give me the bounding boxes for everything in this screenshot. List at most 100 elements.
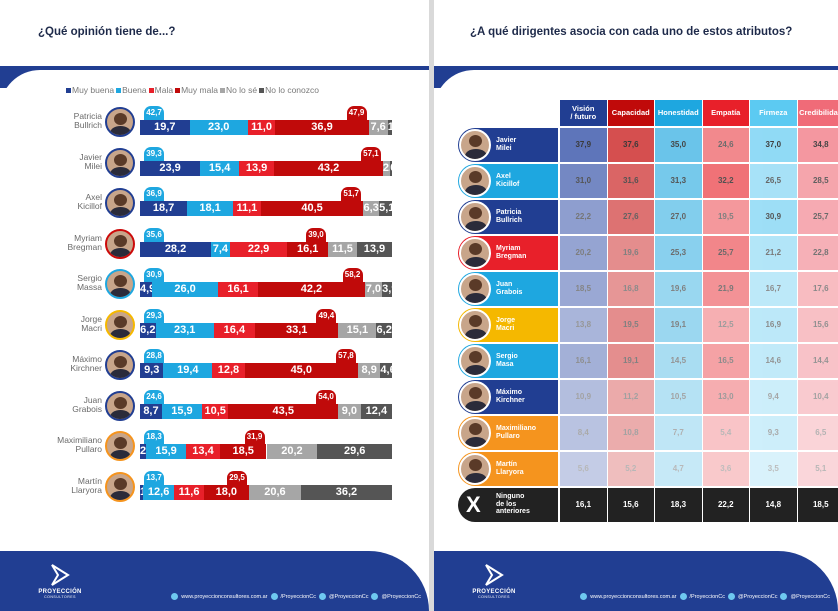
table-cell: 8,4: [560, 416, 607, 450]
table-cell: 10,5: [655, 380, 702, 414]
brand-logo: PROYECCIÓN CONSULTORES: [30, 563, 90, 599]
instagram-link[interactable]: @ProyeccionCc: [381, 593, 421, 600]
facebook-icon: [270, 593, 278, 600]
column-header: Credibilidad: [797, 100, 838, 126]
table-cell: 27,0: [655, 200, 702, 234]
bar-segment: 40,5: [260, 201, 364, 216]
table-cell: 4,7: [655, 452, 702, 486]
column-header: Capacidad: [607, 100, 654, 126]
bar-segment: 16,1: [217, 282, 259, 297]
table-cell: 10,8: [607, 416, 654, 450]
table-cell: 25,7: [797, 200, 838, 234]
bar-segment: 12,6: [142, 484, 175, 500]
negative-total-bubble: 54,0: [316, 389, 337, 404]
legend-label: Mala: [154, 85, 174, 95]
website-link[interactable]: www.proyeccionconsultores.com.ar: [181, 593, 268, 600]
legend-label: Buena: [122, 85, 147, 95]
table-cell: 16,1: [560, 344, 607, 378]
table-cell: 14,4: [797, 344, 838, 378]
bar-segment: 23,9: [140, 160, 201, 176]
table-cell: 6,5: [797, 416, 838, 450]
row-label: Axel Kicillof: [458, 164, 558, 198]
candidate-name: Jorge Macri: [80, 313, 102, 333]
legend-item: Buena: [116, 85, 147, 95]
bar-segment: 23,0: [189, 120, 248, 135]
bar-segment: 19,4: [163, 363, 213, 378]
bar-segment: 11,6: [174, 484, 204, 500]
logo-name: PROYECCIÓN: [38, 589, 82, 595]
bar-segment: 5,1: [379, 201, 395, 216]
candidate-avatar: [105, 471, 135, 502]
positive-total-bubble: 39,3: [144, 146, 164, 161]
legend-item: Muy mala: [175, 85, 218, 95]
table-cell: 5,1: [797, 452, 838, 486]
negative-total-bubble: 49,4: [316, 308, 337, 323]
table-cell: 14,6: [750, 344, 797, 378]
row-label: Patricia Bullrich: [458, 200, 558, 234]
row-name: Javier Milei: [496, 137, 517, 152]
candidate-avatar: [105, 431, 135, 461]
opinion-panel: ¿Qué opinión tiene de...? Muy buena Buena…: [0, 0, 429, 611]
bar-segment: 45,0: [244, 363, 358, 378]
instagram-icon: [780, 593, 788, 600]
legend-swatch: [66, 88, 71, 94]
negative-total-bubble: 51,7: [341, 187, 362, 201]
twitter-link[interactable]: @ProyeccionCc: [328, 593, 369, 600]
logo-name: PROYECCIÓN: [472, 589, 516, 595]
row-label: Juan Grabois: [458, 272, 558, 306]
candidate-avatar: [105, 269, 135, 299]
candidate-avatar: [459, 309, 491, 341]
row-name: Ninguno de los anteriores: [496, 493, 530, 515]
legend-swatch: [259, 88, 265, 94]
table-cell: 12,5: [702, 308, 749, 342]
bar-segment: 26,0: [152, 282, 218, 297]
positive-total-bubble: 28,8: [144, 349, 164, 363]
table-cell: 22,2: [560, 200, 607, 234]
candidate-avatar: [105, 390, 135, 421]
instagram-link[interactable]: @ProyeccionCc: [790, 593, 830, 600]
table-cell: 34,8: [797, 128, 838, 162]
row-name: Martín Llaryora: [496, 461, 524, 476]
logo-arrow-icon: [485, 564, 504, 586]
legend-label: Muy buena: [72, 85, 115, 95]
negative-total-bubble: 29,5: [227, 470, 247, 485]
candidate-avatar: [459, 417, 491, 449]
table-cell: 14,8: [750, 488, 797, 522]
legend-item: No lo sé: [219, 85, 257, 95]
candidate-avatar: [105, 228, 135, 259]
facebook-link[interactable]: /ProyeccionCc: [689, 593, 725, 600]
row-label: Maximiliano Pullaro: [458, 416, 558, 450]
table-cell: 18,5: [560, 272, 607, 306]
bar-segment: 36,9: [275, 120, 369, 135]
table-cell: 26,5: [750, 164, 797, 198]
negative-total-bubble: 57,8: [335, 349, 356, 363]
legend-swatch: [116, 88, 122, 94]
table-cell: 37,9: [560, 128, 607, 162]
table-cell: 21,9: [702, 272, 749, 306]
social-links: www.proyeccionconsultores.com.ar /Proyec…: [580, 593, 830, 600]
table-cell: 27,6: [607, 200, 654, 234]
social-links: www.proyeccionconsultores.com.ar /Proyec…: [171, 593, 421, 600]
bar-segment: 18,7: [140, 201, 188, 216]
table-cell: 10,9: [560, 380, 607, 414]
bar-segment: 20,2: [266, 444, 318, 459]
facebook-link[interactable]: /ProyeccionCc: [280, 593, 316, 600]
bar-segment: 13,9: [239, 160, 275, 176]
row-name: Juan Grabois: [496, 281, 523, 296]
logo-sub: CONSULTORES: [44, 595, 76, 599]
candidate-name: Javier Milei: [79, 151, 102, 171]
table-cell: 25,7: [702, 236, 749, 270]
bar-segment: 43,5: [228, 403, 339, 419]
bar-segment: 6,2: [140, 322, 156, 338]
candidate-avatar: [459, 165, 491, 197]
table-cell: 35,0: [655, 128, 702, 162]
footer: PROYECCIÓN CONSULTORES www.proyeccioncon…: [434, 551, 838, 611]
bar-segment: 7,4: [211, 241, 230, 257]
column-header: Visión / futuro: [560, 100, 607, 126]
twitter-link[interactable]: @ProyeccionCc: [737, 593, 778, 600]
opinion-title: ¿Qué opinión tiene de...?: [38, 26, 176, 38]
table-cell: 14,5: [655, 344, 702, 378]
website-link[interactable]: www.proyeccionconsultores.com.ar: [590, 593, 677, 600]
table-cell: 16,8: [607, 272, 654, 306]
legend-swatch: [175, 88, 181, 94]
